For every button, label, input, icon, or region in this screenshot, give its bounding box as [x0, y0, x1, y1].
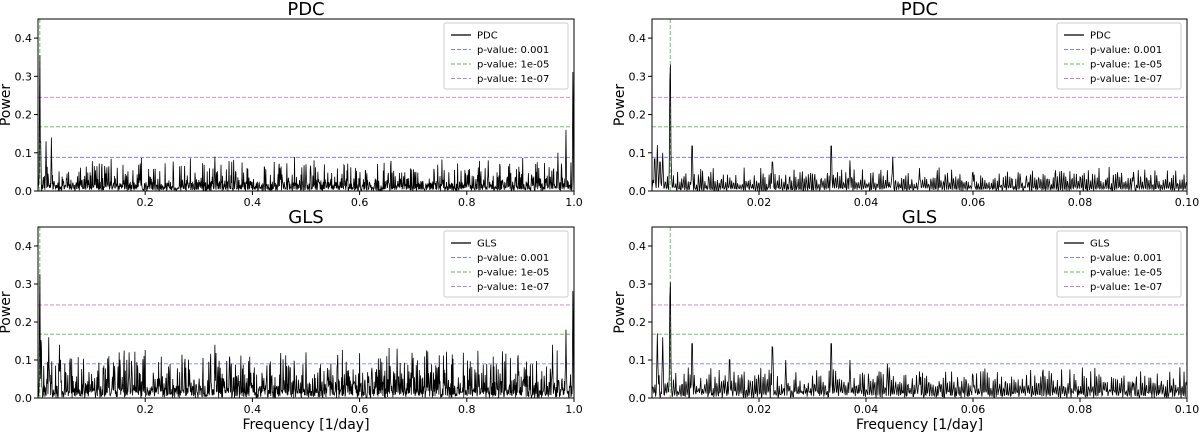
axes-frame	[651, 18, 1188, 192]
y-tick-label: 0.4	[15, 32, 33, 45]
y-tick-label: 0.1	[629, 354, 647, 367]
x-tick-label: 0.02	[747, 403, 772, 416]
legend: GLS p-value: 0.001 p-value: 1e-05 p-value: …	[443, 230, 569, 298]
legend-entry: p-value: 0.001	[1090, 253, 1162, 264]
chart-panel-1: PDC 0.0 0.1 0.2 0.3 0.4 0.2 0.4 0.6 0.8 1.0 Power PD…	[0, 0, 583, 209]
axes-frame	[651, 226, 1188, 399]
x-tick-label: 0.06	[961, 403, 986, 416]
x-tick-label: 0.04	[854, 196, 879, 209]
y-tick-label: 0.2	[15, 316, 33, 329]
panel-title: GLS	[288, 207, 323, 228]
panel-title: PDC	[901, 0, 938, 20]
y-tick-label: 0.0	[15, 392, 33, 405]
chart-panel-3: GLS 0.0 0.1 0.2 0.3 0.4 0.2 0.4 0.6 0.8 1.0 Power Fr…	[0, 207, 583, 433]
y-tick-label: 0.3	[15, 278, 33, 291]
legend: PDC p-value: 0.001 p-value: 1e-05 p-value: …	[443, 22, 569, 90]
y-tick-label: 0.1	[15, 354, 33, 367]
x-tick-label: 0.10	[1175, 196, 1200, 209]
panel-title: GLS	[902, 207, 937, 228]
panel-title: PDC	[287, 0, 324, 20]
axes-frame	[37, 226, 575, 399]
x-tick-label: 1.0	[565, 196, 583, 209]
x-tick-label: 1.0	[565, 403, 583, 416]
y-tick-label: 0.2	[629, 316, 647, 329]
legend-box	[443, 22, 569, 90]
x-tick-label: 0.02	[747, 196, 772, 209]
legend-entry: PDC	[1090, 31, 1111, 42]
legend: GLS p-value: 0.001 p-value: 1e-05 p-value: …	[1056, 230, 1182, 298]
legend-entry: p-value: 1e-07	[1090, 74, 1162, 85]
y-tick-label: 0.3	[629, 70, 647, 83]
y-tick-label: 0.4	[15, 240, 33, 253]
x-tick-label: 0.2	[136, 403, 154, 416]
y-tick-label: 0.2	[15, 109, 33, 122]
periodogram-series	[652, 282, 1187, 398]
legend-entry: p-value: 1e-05	[477, 60, 549, 71]
x-axis-label: Frequency [1/day]	[242, 417, 369, 433]
x-tick-label: 0.4	[244, 196, 262, 209]
x-tick-label: 0.6	[351, 403, 369, 416]
y-tick-label: 0.2	[629, 109, 647, 122]
x-tick-label: 0.08	[1068, 196, 1093, 209]
legend-entry: p-value: 0.001	[477, 45, 549, 56]
legend-entry: p-value: 1e-07	[477, 74, 549, 85]
legend-entry: p-value: 1e-05	[1090, 60, 1162, 71]
periodogram-series	[652, 64, 1187, 191]
legend-box	[1056, 22, 1182, 90]
chart-panel-2: PDC 0.0 0.1 0.2 0.3 0.4 0.02 0.04 0.06 0.08 0.10 Po…	[612, 0, 1199, 209]
x-tick-label: 0.08	[1068, 403, 1093, 416]
legend-entry: PDC	[477, 31, 498, 42]
x-tick-label: 0.06	[961, 196, 986, 209]
y-axis-label: Power	[612, 291, 628, 334]
periodogram-series	[38, 273, 574, 398]
legend-entry: p-value: 1e-05	[1090, 268, 1162, 279]
x-tick-label: 0.6	[351, 196, 369, 209]
axes-frame	[37, 18, 575, 192]
y-tick-label: 0.3	[629, 278, 647, 291]
y-axis-label: Power	[0, 84, 14, 127]
periodogram-series	[38, 55, 574, 191]
legend-box	[443, 230, 569, 298]
legend-entry: p-value: 0.001	[477, 253, 549, 264]
legend-entry: p-value: 1e-07	[477, 282, 549, 293]
y-axis-label: Power	[612, 84, 628, 127]
x-tick-label: 0.04	[854, 403, 879, 416]
legend-entry: p-value: 1e-07	[1090, 282, 1162, 293]
y-tick-label: 0.0	[15, 185, 33, 198]
legend-entry: GLS	[1090, 239, 1110, 250]
y-tick-label: 0.4	[629, 32, 647, 45]
x-tick-label: 0.2	[136, 196, 154, 209]
y-tick-label: 0.0	[629, 392, 647, 405]
x-tick-label: 0.10	[1175, 403, 1200, 416]
legend-entry: p-value: 0.001	[1090, 45, 1162, 56]
y-tick-label: 0.3	[15, 70, 33, 83]
x-tick-label: 0.8	[458, 196, 476, 209]
y-tick-label: 0.1	[629, 147, 647, 160]
legend-entry: GLS	[477, 239, 497, 250]
x-axis-label: Frequency [1/day]	[856, 417, 983, 433]
x-tick-label: 0.4	[244, 403, 262, 416]
y-tick-label: 0.0	[629, 185, 647, 198]
legend: PDC p-value: 0.001 p-value: 1e-05 p-value: …	[1056, 22, 1182, 90]
y-tick-label: 0.1	[15, 147, 33, 160]
chart-panel-4: GLS 0.0 0.1 0.2 0.3 0.4 0.02 0.04 0.06 0.08 0.10 Po…	[612, 207, 1199, 433]
legend-entry: p-value: 1e-05	[477, 268, 549, 279]
x-tick-label: 0.8	[458, 403, 476, 416]
y-axis-label: Power	[0, 291, 14, 334]
legend-box	[1056, 230, 1182, 298]
y-tick-label: 0.4	[629, 240, 647, 253]
